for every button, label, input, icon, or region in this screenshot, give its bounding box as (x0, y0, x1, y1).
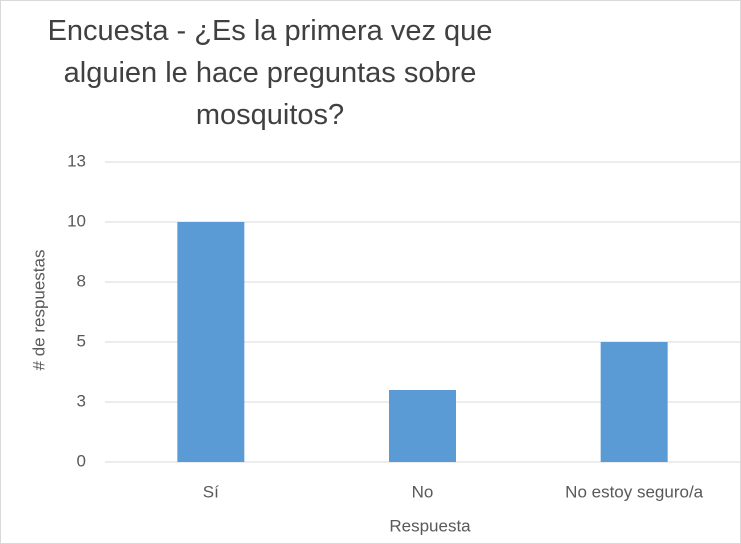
x-tick-label: No (412, 482, 434, 501)
x-tick-label: Sí (203, 482, 219, 501)
x-tick-label: No estoy seguro/a (565, 482, 704, 501)
x-axis-label: Respuesta (389, 516, 471, 535)
y-tick-label: 0 (77, 451, 86, 470)
y-tick-label: 10 (67, 211, 86, 230)
y-tick-label: 3 (77, 391, 86, 410)
y-axis-label: # de respuestas (29, 250, 48, 371)
y-tick-label: 5 (77, 331, 86, 350)
y-tick-label: 13 (67, 151, 86, 170)
bar (389, 390, 456, 462)
bar (177, 222, 245, 462)
y-tick-label: 8 (77, 271, 86, 290)
bar (600, 342, 668, 462)
chart-title: Encuesta - ¿Es la primera vez que alguie… (47, 15, 493, 131)
